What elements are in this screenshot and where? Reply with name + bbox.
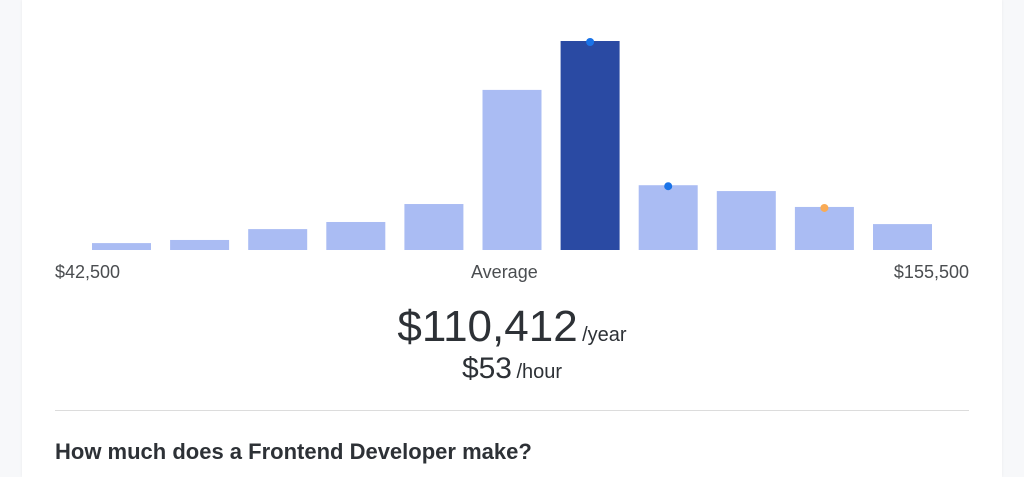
min-salary-label: $42,500 <box>55 262 121 282</box>
histogram-bar <box>170 239 230 250</box>
histogram-bar <box>638 185 698 250</box>
yearly-unit: /year <box>582 324 627 346</box>
histogram-bar <box>716 191 776 250</box>
average-salary: $110,412 /year <box>0 302 1024 352</box>
bar-marker-dot <box>820 203 829 212</box>
hourly-salary-row: $53 /hour <box>0 352 1024 386</box>
hourly-salary: $53 <box>461 352 512 385</box>
histogram-bar <box>482 89 542 250</box>
yearly-salary: $110,412 <box>397 302 578 351</box>
histogram-bar <box>248 229 308 250</box>
hourly-unit: /hour <box>516 361 563 383</box>
section-heading: How much does a Frontend Developer make? <box>55 439 532 464</box>
histogram-bar <box>326 221 386 250</box>
salary-histogram <box>92 38 932 250</box>
max-salary-label: $155,500 <box>893 262 969 282</box>
histogram-bar <box>560 41 620 250</box>
histogram-bar <box>404 204 464 250</box>
bar-marker-dot <box>586 38 595 46</box>
average-label: Average <box>471 262 538 282</box>
divider <box>55 410 969 411</box>
histogram-bar <box>794 206 854 250</box>
bar-marker-dot <box>664 182 673 191</box>
histogram-bar <box>92 243 151 250</box>
histogram-bar <box>873 224 932 250</box>
